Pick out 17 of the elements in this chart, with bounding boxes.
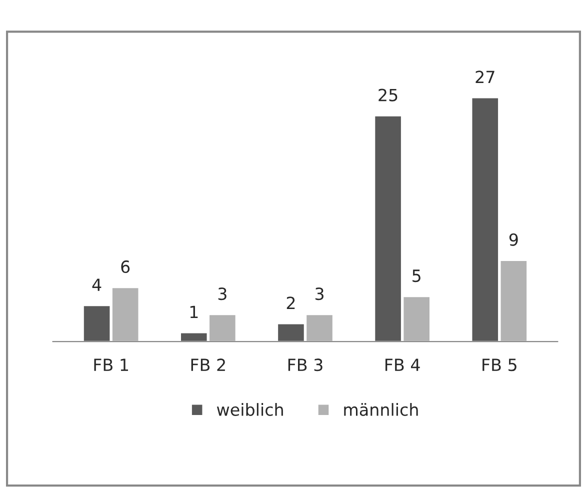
legend-label: weiblich	[216, 403, 283, 416]
data-label: 1	[190, 306, 198, 318]
x-tick-label: FB 2	[191, 358, 225, 371]
data-label: 3	[218, 288, 226, 300]
data-label: 5	[412, 270, 420, 282]
data-label: 2	[286, 296, 295, 309]
data-label: 4	[92, 278, 102, 291]
x-tick-label: FB 1	[94, 358, 128, 371]
data-label: 9	[509, 233, 518, 246]
data-label: 6	[121, 260, 130, 274]
x-tick-label: FB 4	[385, 358, 420, 371]
x-tick-label: FB 3	[288, 358, 322, 372]
data-label: 25	[378, 88, 398, 102]
legend-label: männlich	[344, 403, 418, 416]
x-tick-label: FB 5	[482, 358, 516, 372]
data-label: 27	[476, 70, 494, 84]
data-label: 3	[315, 288, 324, 300]
